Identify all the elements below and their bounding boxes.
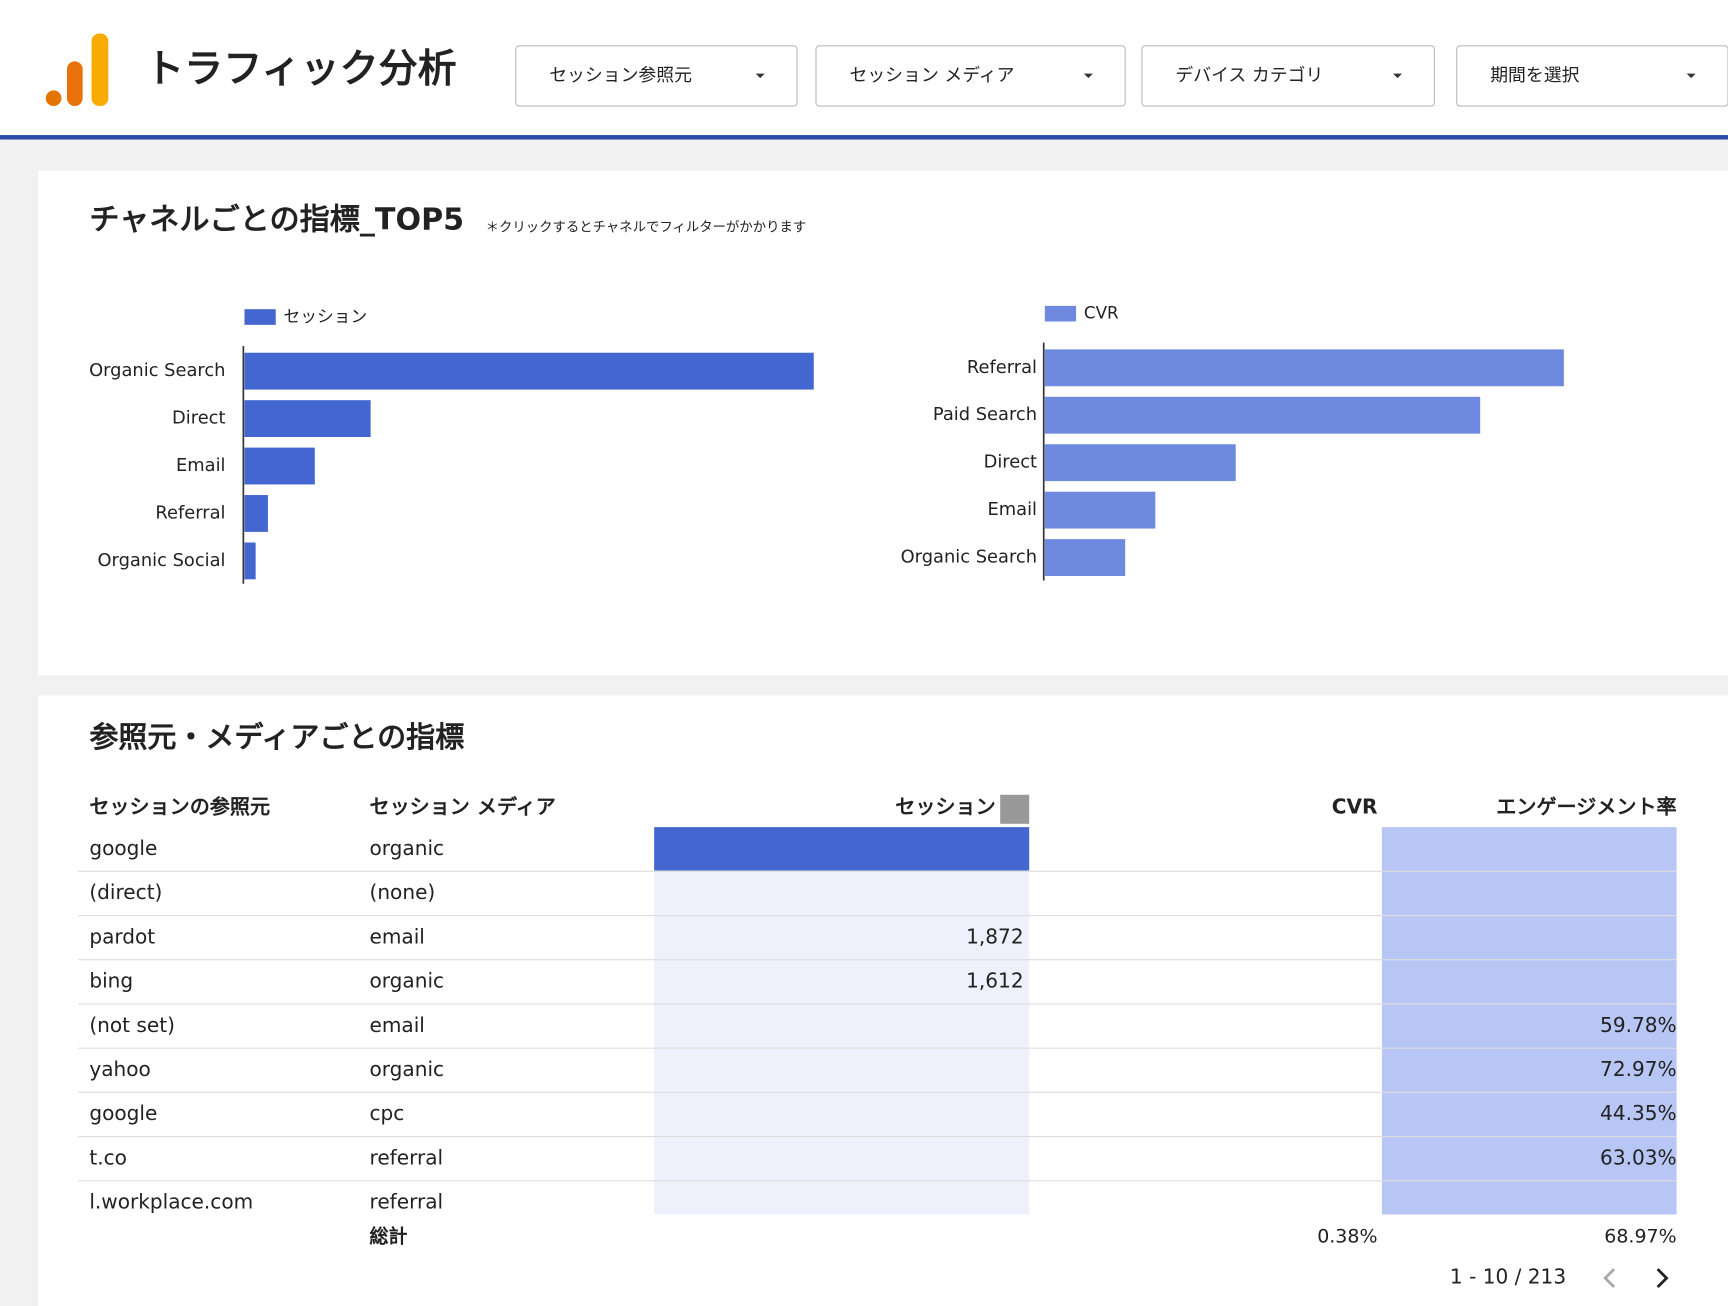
category-label[interactable]: Referral bbox=[967, 357, 1037, 378]
panel-note: ＊クリックするとチャネルでフィルターがかかります bbox=[486, 220, 807, 236]
table-cell: cpc bbox=[370, 1101, 405, 1125]
filter-dropdown[interactable] bbox=[815, 45, 1126, 107]
heat-session bbox=[654, 827, 1030, 871]
column-header[interactable]: エンゲージメント率 bbox=[1496, 795, 1676, 819]
logo bbox=[45, 33, 109, 107]
next-page[interactable] bbox=[1656, 1268, 1669, 1289]
bar[interactable] bbox=[1044, 444, 1236, 482]
filter-label: デバイス カテゴリ bbox=[1175, 65, 1323, 86]
table-cell: google bbox=[89, 836, 157, 860]
prev-page[interactable] bbox=[1603, 1268, 1616, 1289]
category-label[interactable]: Organic Social bbox=[98, 550, 226, 571]
bar[interactable] bbox=[244, 495, 268, 532]
bar[interactable] bbox=[1044, 491, 1156, 529]
category-label[interactable]: Direct bbox=[984, 452, 1037, 473]
legend-label: セッション bbox=[284, 306, 368, 326]
category-label[interactable]: Organic Search bbox=[89, 360, 225, 381]
column-header[interactable]: セッションの参照元 bbox=[89, 795, 270, 819]
table-cell: l.workplace.com bbox=[89, 1190, 253, 1214]
category-label[interactable]: Email bbox=[988, 499, 1038, 520]
legend-swatch bbox=[244, 309, 276, 325]
bar[interactable] bbox=[1044, 539, 1126, 576]
total-label: 総計 bbox=[370, 1224, 408, 1247]
bar[interactable] bbox=[244, 447, 315, 485]
table-cell: (none) bbox=[370, 880, 436, 904]
table-cell: 1,872 bbox=[966, 924, 1023, 948]
bar[interactable] bbox=[244, 352, 814, 390]
category-label[interactable]: Email bbox=[176, 455, 226, 476]
filter-dropdown[interactable] bbox=[1141, 45, 1435, 107]
table-cell: referral bbox=[370, 1190, 444, 1214]
filter-label: セッション メディア bbox=[849, 65, 1014, 86]
table-cell: t.co bbox=[89, 1145, 127, 1169]
column-header[interactable]: CVR bbox=[1332, 795, 1378, 819]
bar[interactable] bbox=[1044, 396, 1481, 434]
table-cell: google bbox=[89, 1101, 157, 1125]
header-rule bbox=[0, 135, 1728, 140]
legend-swatch bbox=[1044, 305, 1077, 322]
table-cell: 72.97% bbox=[1600, 1057, 1677, 1081]
category-label[interactable]: Referral bbox=[155, 502, 225, 523]
total-cell: 0.38% bbox=[1317, 1225, 1377, 1247]
table-title: 参照元・メディアごとの指標 bbox=[89, 720, 464, 754]
pagination: 1 - 10 / 213 bbox=[1450, 1265, 1566, 1289]
column-header[interactable]: セッション bbox=[895, 795, 995, 819]
heat-engagement bbox=[1381, 827, 1677, 1215]
heat-session bbox=[654, 870, 1030, 1215]
table-cell: organic bbox=[370, 1057, 445, 1081]
table-cell: (direct) bbox=[89, 880, 162, 904]
table-cell: email bbox=[370, 924, 425, 948]
bar[interactable] bbox=[244, 542, 256, 580]
bar[interactable] bbox=[244, 400, 371, 438]
bar[interactable] bbox=[1044, 349, 1564, 387]
legend-label: CVR bbox=[1084, 303, 1119, 323]
total-cell: 68.97% bbox=[1604, 1225, 1676, 1247]
dropdown-arrow bbox=[755, 73, 765, 79]
table-cell: organic bbox=[370, 836, 445, 860]
dropdown-arrow bbox=[1083, 73, 1093, 79]
category-label[interactable]: Organic Search bbox=[901, 547, 1037, 568]
table-cell: 63.03% bbox=[1600, 1145, 1677, 1169]
category-label[interactable]: Paid Search bbox=[933, 404, 1037, 425]
table-cell: 59.78% bbox=[1600, 1013, 1677, 1037]
table-cell: referral bbox=[370, 1145, 444, 1169]
category-label[interactable]: Direct bbox=[172, 408, 225, 429]
dropdown-arrow bbox=[1393, 73, 1403, 79]
filter-dropdown[interactable] bbox=[515, 45, 798, 107]
table-cell: 1,612 bbox=[966, 969, 1023, 993]
panel-title: チャネルごとの指標_TOP5 bbox=[89, 203, 464, 238]
table-cell: 44.35% bbox=[1600, 1101, 1677, 1125]
filter-label: 期間を選択 bbox=[1490, 65, 1579, 86]
table-cell: pardot bbox=[89, 924, 155, 948]
dropdown-arrow bbox=[1686, 73, 1696, 79]
table-cell: organic bbox=[370, 969, 445, 993]
table-cell: (not set) bbox=[89, 1013, 175, 1037]
table-cell: email bbox=[370, 1013, 425, 1037]
sort-indicator bbox=[1000, 794, 1030, 824]
filter-label: セッション参照元 bbox=[549, 65, 692, 86]
table-cell: bing bbox=[89, 969, 133, 993]
column-header[interactable]: セッション メディア bbox=[370, 795, 556, 819]
page-title: トラフィック分析 bbox=[145, 47, 457, 92]
table-cell: yahoo bbox=[89, 1057, 150, 1081]
